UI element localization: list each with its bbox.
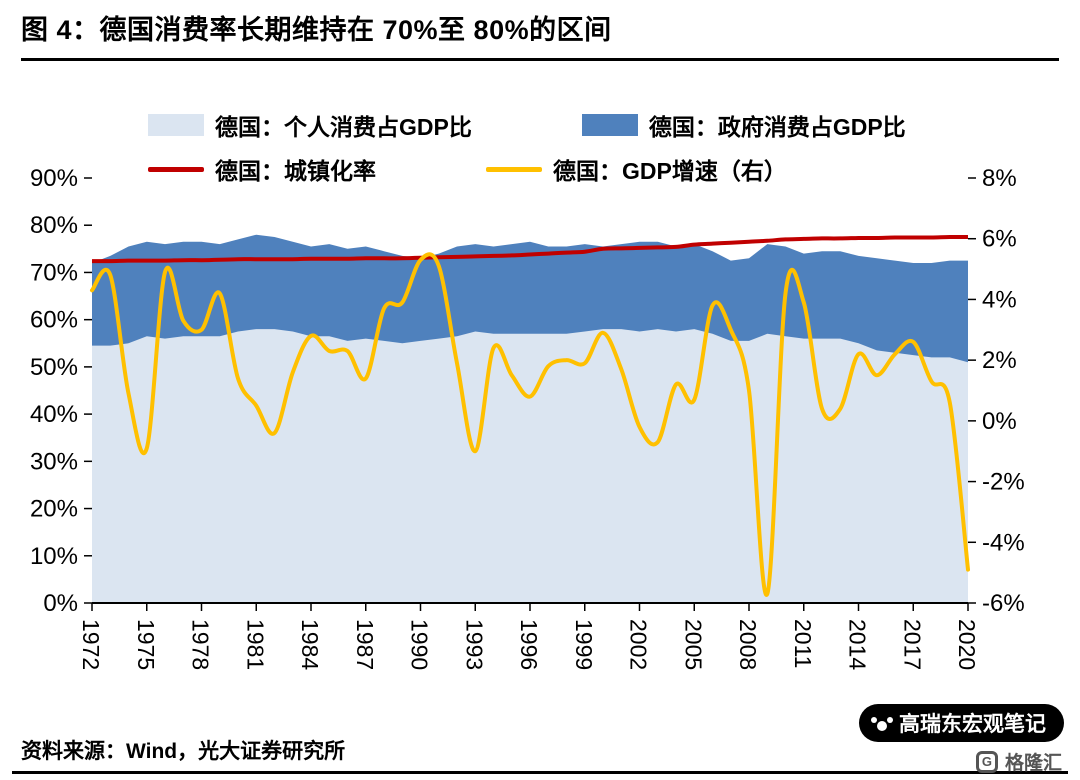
x-axis-year-label: 1978 — [188, 619, 214, 670]
right-axis-label: -4% — [982, 529, 1025, 556]
left-axis-label: 0% — [43, 590, 78, 617]
bottom-divider — [12, 771, 1068, 774]
x-axis-year-label: 1996 — [516, 619, 542, 670]
right-axis-label: 0% — [982, 408, 1017, 435]
gelonghui-logo-icon: G — [975, 750, 998, 773]
left-axis-label: 90% — [30, 165, 78, 192]
legend-row-areas: 德国：个人消费占GDP比 德国：政府消费占GDP比 — [148, 104, 906, 146]
legend-row-lines: 德国：城镇化率 德国：GDP增速（右） — [148, 148, 906, 190]
legend-label-personal-consumption: 德国：个人消费占GDP比 — [215, 114, 472, 140]
right-axis-label: -2% — [982, 469, 1025, 496]
urbanization-rate-swatch — [148, 166, 204, 172]
government-consumption-swatch — [581, 114, 638, 136]
x-axis-year-label: 2002 — [626, 619, 652, 670]
x-axis-year-label: 1981 — [242, 619, 268, 670]
x-axis-year-label: 2008 — [735, 619, 761, 670]
x-axis-year-label: 1972 — [78, 619, 104, 670]
figure-title: 图 4：德国消费率长期维持在 70%至 80%的区间 — [21, 15, 612, 45]
right-axis-label: 4% — [982, 286, 1017, 313]
x-axis-year-label: 1984 — [297, 619, 323, 670]
chart-legend: 德国：个人消费占GDP比 德国：政府消费占GDP比 德国：城镇化率 德国：GDP… — [148, 104, 906, 190]
right-axis-label: 2% — [982, 347, 1017, 374]
legend-label-gdp-growth: 德国：GDP增速（右） — [553, 158, 787, 184]
x-axis-year-label: 1987 — [352, 619, 378, 670]
legend-label-government-consumption: 德国：政府消费占GDP比 — [648, 114, 906, 140]
left-axis-label: 70% — [30, 259, 78, 286]
left-axis-label: 50% — [30, 354, 78, 381]
x-axis-year-label: 2014 — [845, 619, 871, 670]
left-axis-label: 60% — [30, 307, 78, 334]
x-axis-year-label: 1990 — [407, 619, 433, 670]
cat-icon — [877, 720, 887, 731]
left-axis-label: 40% — [30, 401, 78, 428]
legend-item-gdp-growth: 德国：GDP增速（右） — [486, 152, 787, 186]
x-axis-year-label: 2005 — [680, 619, 706, 670]
right-axis-label: -6% — [982, 590, 1025, 617]
x-axis-year-label: 1993 — [461, 619, 487, 670]
urbanization-rate-line — [91, 234, 969, 264]
watermark-logo: G 格隆汇 — [975, 748, 1062, 775]
left-axis-label: 10% — [30, 543, 78, 570]
gdp-growth-line — [90, 252, 970, 597]
x-axis-year-label: 2020 — [954, 619, 980, 670]
x-axis-year-label: 1999 — [571, 619, 597, 670]
gelonghui-logo-text: 格隆汇 — [1004, 753, 1062, 774]
x-axis-year-label: 2011 — [790, 619, 816, 668]
title-divider — [21, 58, 1059, 61]
data-source-note: 资料来源：Wind，光大证券研究所 — [21, 740, 346, 763]
legend-item-urbanization: 德国：城镇化率 — [148, 152, 376, 186]
legend-item-personal-consumption: 德国：个人消费占GDP比 — [148, 108, 472, 142]
personal-consumption-area — [92, 329, 968, 603]
right-axis-label: 8% — [982, 165, 1017, 192]
left-axis-label: 80% — [30, 212, 78, 239]
x-axis-year-label: 2017 — [899, 619, 925, 670]
personal-consumption-swatch — [148, 114, 204, 136]
x-axis-year-label: 1975 — [133, 619, 159, 670]
watermark-badge: 高瑞东宏观笔记 — [859, 704, 1064, 742]
left-axis-label: 20% — [30, 496, 78, 523]
watermark-badge-text: 高瑞东宏观笔记 — [899, 713, 1046, 736]
left-axis-label: 30% — [30, 448, 78, 475]
legend-item-government-consumption: 德国：政府消费占GDP比 — [581, 108, 906, 142]
legend-label-urbanization: 德国：城镇化率 — [215, 158, 376, 184]
gdp-growth-swatch — [486, 166, 542, 172]
right-axis-label: 6% — [982, 226, 1017, 253]
